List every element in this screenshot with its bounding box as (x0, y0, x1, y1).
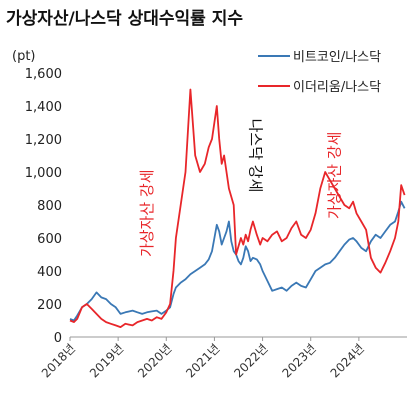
annotation-label: 가상자산 강세 (138, 169, 156, 257)
x-tick-label: 2020년 (135, 341, 174, 380)
x-tick-label: 2019년 (87, 341, 126, 380)
x-tick-label: 2024년 (328, 341, 367, 380)
annotation-layer: 가상자산 강세나스닥 강세가상자산 강세 (138, 119, 344, 257)
annotation-label: 나스닥 강세 (247, 119, 265, 193)
annotation-label: 가상자산 강세 (326, 132, 344, 220)
legend-label-bitcoin: 비트코인/나스닥 (293, 50, 381, 65)
y-axis-unit: (pt) (12, 49, 36, 64)
y-tick-label: 1,600 (25, 67, 62, 82)
y-tick-label: 0 (54, 331, 62, 346)
y-tick-label: 800 (37, 199, 62, 214)
y-tick-label: 400 (37, 265, 62, 280)
x-tick-label: 2022년 (231, 341, 270, 380)
y-tick-label: 1,400 (25, 100, 62, 115)
y-tick-label: 1,000 (25, 166, 62, 181)
y-axis: 0 200 400 600 800 1,000 1,200 1,400 1,600 (25, 67, 62, 346)
x-axis: 2018년2019년2020년2021년2022년 2023년2024년 (39, 337, 407, 381)
x-tick-label: 2018년 (39, 341, 78, 380)
series-line-bitcoin (70, 202, 405, 321)
y-tick-label: 1,200 (25, 133, 62, 148)
legend: 비트코인/나스닥 이더리움/나스닥 (258, 50, 381, 95)
series-line-ethereum (70, 90, 405, 328)
y-tick-label: 200 (37, 298, 62, 313)
legend-label-ethereum: 이더리움/나스닥 (293, 80, 381, 95)
x-tick-label: 2023년 (280, 341, 319, 380)
series-layer (70, 90, 405, 328)
x-tick-label: 2021년 (183, 341, 222, 380)
chart-title: 가상자산/나스닥 상대수익률 지수 (6, 9, 243, 29)
y-tick-label: 600 (37, 232, 62, 247)
